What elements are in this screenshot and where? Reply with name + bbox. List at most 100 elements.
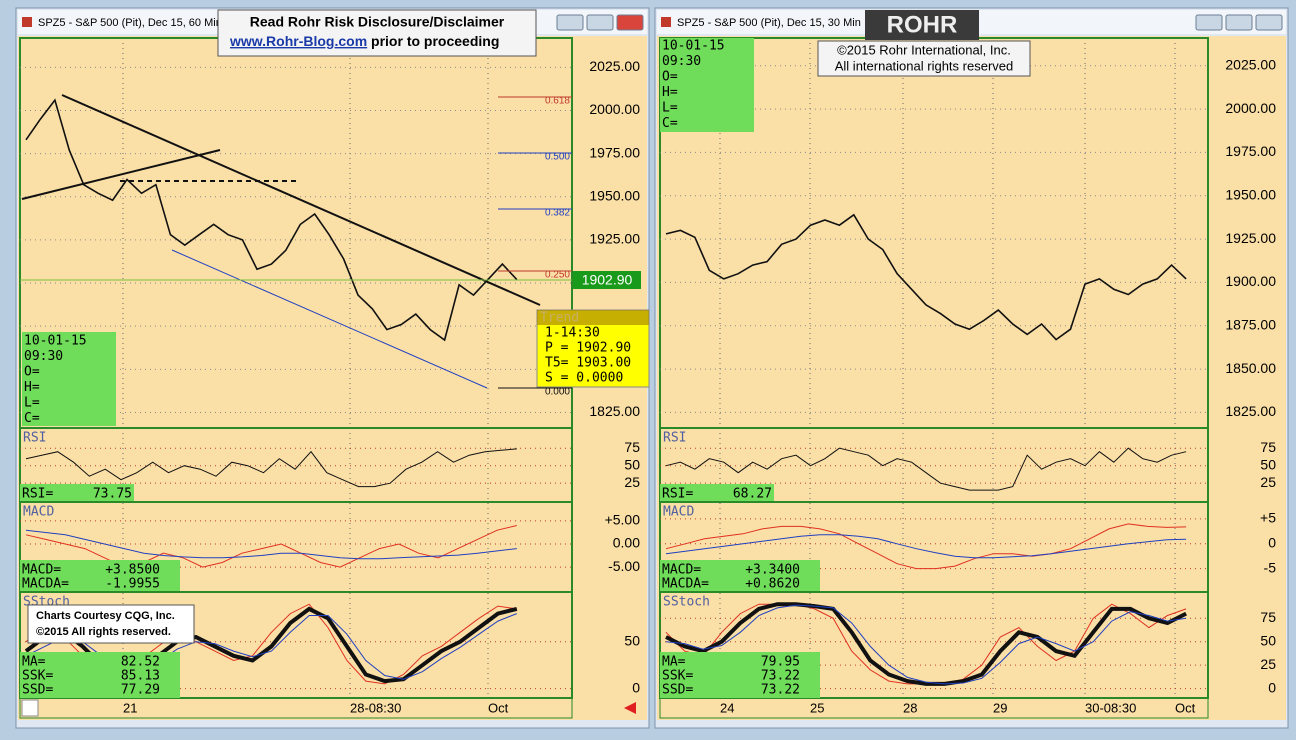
readout-value: 79.95	[761, 655, 800, 670]
info-box	[660, 38, 754, 132]
info-line: H=	[24, 380, 40, 395]
fib-label: 0.618	[545, 96, 570, 107]
panel-label: MACD	[663, 505, 694, 520]
disclaimer: Read Rohr Risk Disclosure/Disclaimer www.…	[217, 9, 537, 57]
scroll-arrow	[624, 702, 636, 714]
y-tick-label: 1900.00	[1225, 273, 1276, 289]
y-tick-label: 1825.00	[1225, 403, 1276, 419]
panel-label: RSI	[663, 431, 686, 446]
y-tick-label: 0.00	[613, 535, 640, 551]
y-tick-label: +5	[1260, 510, 1276, 526]
chart-background	[657, 36, 1286, 720]
info-line: L=	[24, 396, 40, 411]
readout-value: 73.75	[93, 487, 132, 502]
minimize-button[interactable]	[556, 14, 584, 31]
readout-box	[20, 652, 180, 698]
minimize-button[interactable]	[1195, 14, 1223, 31]
maximize-button[interactable]	[586, 14, 614, 31]
disclaimer-link[interactable]: www.Rohr-Blog.com	[229, 33, 367, 49]
trend-line	[61, 94, 541, 306]
y-tick-label: 50	[1260, 632, 1276, 648]
trend-line-text: 1-14:30	[545, 326, 600, 341]
readout-value: 68.27	[733, 487, 772, 502]
y-tick-label: -5	[1264, 559, 1277, 575]
time-label: 28	[903, 700, 917, 715]
time-label: 24	[720, 700, 734, 715]
close-button[interactable]	[1255, 14, 1283, 31]
readout-value: +0.8620	[745, 577, 800, 592]
rohr-copyright: ©2015 Rohr International, Inc.	[837, 42, 1011, 57]
time-label: Oct	[1175, 700, 1196, 715]
time-label: 21	[123, 700, 137, 715]
maximize-button[interactable]	[1225, 14, 1253, 31]
y-tick-label: 1950.00	[1225, 186, 1276, 202]
y-tick-label: 1925.00	[1225, 230, 1276, 246]
y-tick-label: 1875.00	[1225, 316, 1276, 332]
info-line: C=	[24, 411, 40, 426]
info-line: 09:30	[662, 54, 701, 69]
y-tick-label: 1925.00	[589, 231, 640, 247]
readout-name: SSK=	[662, 669, 693, 684]
readout-name: SSD=	[22, 683, 53, 698]
macd-line	[25, 525, 517, 568]
readout-name: RSI=	[662, 487, 693, 502]
panel-border	[659, 591, 1209, 699]
readout-value: 73.22	[761, 669, 800, 684]
readout-name: SSD=	[662, 683, 693, 698]
y-tick-label: 1850.00	[1225, 360, 1276, 376]
fib-label: 0.382	[545, 208, 570, 219]
disclaimer-line: Read Rohr Risk Disclosure/Disclaimer	[250, 14, 505, 30]
readout-name: MA=	[662, 655, 686, 670]
rsi-line	[25, 448, 517, 488]
y-tick-label: 2000.00	[1225, 100, 1276, 116]
rohr-rights: All international rights reserved	[835, 58, 1013, 73]
y-tick-label: 1825.00	[589, 403, 640, 419]
panel-border	[19, 591, 573, 699]
rohr-copy-box	[817, 40, 1031, 77]
y-tick-label: 2000.00	[589, 101, 640, 117]
fib-label: 0.000	[545, 387, 570, 398]
macd-line	[665, 523, 1187, 570]
info-line: C=	[662, 116, 678, 131]
y-tick-label: 0	[632, 679, 640, 695]
window-title: SPZ5 - S&P 500 (Pit), Dec 15, 60 Min	[38, 17, 222, 29]
macd-line	[25, 529, 517, 560]
readout-value: 85.13	[121, 669, 160, 684]
readout-name: MA=	[22, 655, 46, 670]
y-tick-label: 0	[1268, 679, 1276, 695]
rohr-logo-box	[865, 10, 979, 40]
channel-line	[171, 249, 488, 389]
y-tick-label: 0	[1268, 534, 1276, 550]
y-tick-label: 50	[1260, 456, 1276, 472]
y-tick-label: +5.00	[605, 512, 641, 528]
readout-box	[20, 560, 180, 592]
last-price: 1902.90	[582, 272, 633, 288]
cqg-line: Charts Courtesy CQG, Inc.	[36, 610, 175, 622]
y-tick-label: 50	[624, 456, 640, 472]
readout-name: MACDA=	[662, 577, 709, 592]
readout-value: 73.22	[761, 683, 800, 698]
y-tick-label: 25	[1260, 656, 1276, 672]
readout-box	[20, 484, 134, 502]
y-tick-label: 75	[1260, 609, 1276, 625]
y-tick-label: 75	[624, 439, 640, 455]
readout-name: MACDA=	[22, 577, 69, 592]
y-tick-label: 1950.00	[589, 187, 640, 203]
close-button[interactable]	[616, 14, 644, 31]
readout-box	[660, 560, 820, 592]
panel-label: RSI	[23, 431, 46, 446]
last-price-flag	[573, 271, 641, 289]
disclaimer-line: www.Rohr-Blog.com prior to proceeding	[229, 33, 499, 49]
time-label: 28-08:30	[350, 700, 401, 715]
info-line: L=	[662, 101, 678, 116]
y-tick-label: 2025.00	[1225, 56, 1276, 72]
readout-value: -1.9955	[105, 577, 160, 592]
trend-line-text: T5= 1903.00	[545, 356, 631, 371]
readout-name: RSI=	[22, 487, 53, 502]
info-line: O=	[24, 365, 40, 380]
rsi-line	[665, 447, 1187, 491]
trend-line-text: P = 1902.90	[545, 341, 631, 356]
macd-line	[665, 534, 1187, 559]
y-tick-label: 2025.00	[589, 58, 640, 74]
y-tick-label: 25	[624, 474, 640, 490]
